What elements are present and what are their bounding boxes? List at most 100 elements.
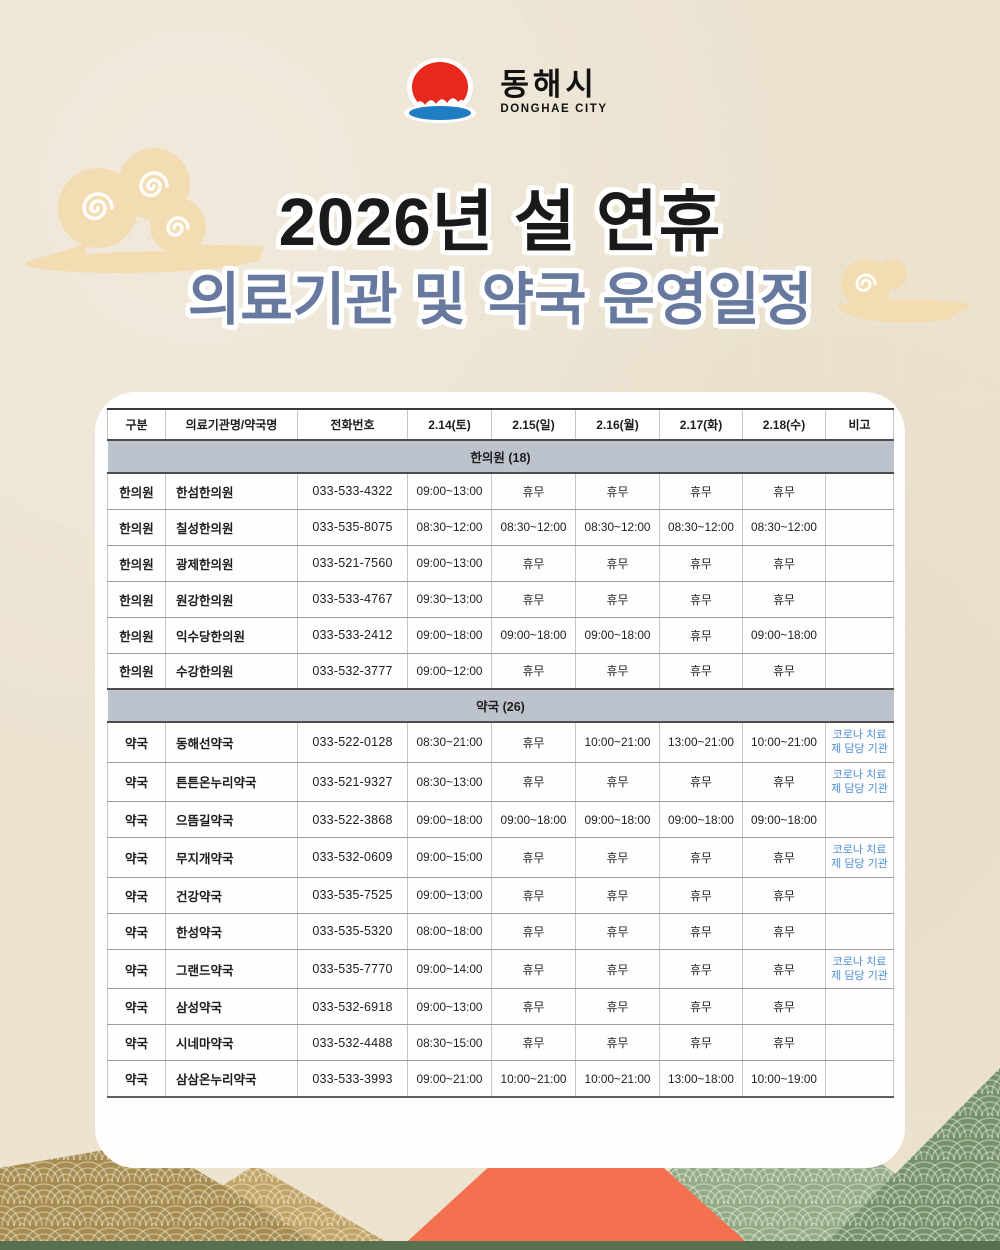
cell-name: 광제한의원 — [165, 544, 298, 582]
cell-name: 익수당한의원 — [165, 616, 298, 654]
table-row: 약국 삼삼온누리약국 033-533-3993 09:00~21:00 10:00~21… — [107, 1060, 894, 1098]
column-header-d15: 2.15(일) — [491, 408, 576, 441]
cell-time: 휴무 — [659, 988, 743, 1026]
cell-note — [825, 988, 894, 1026]
cell-time: 08:30~12:00 — [659, 508, 743, 546]
cell-name: 칠성한의원 — [165, 508, 298, 546]
cell-time: 휴무 — [659, 837, 743, 878]
cell-time: 10:00~21:00 — [575, 1060, 660, 1098]
cell-phone: 033-533-2412 — [297, 616, 408, 654]
cell-name: 삼삼온누리약국 — [165, 1060, 298, 1098]
cell-time: 휴무 — [742, 948, 826, 990]
cell-category: 약국 — [107, 761, 166, 803]
cell-time: 10:00~21:00 — [742, 721, 826, 763]
section-title: 약국 (26) — [107, 688, 894, 723]
cell-category: 한의원 — [107, 508, 166, 546]
cell-phone: 033-533-4322 — [297, 472, 408, 510]
cell-time: 휴무 — [575, 948, 660, 990]
cell-note — [825, 912, 894, 950]
cell-time: 09:00~18:00 — [491, 801, 576, 839]
cell-time: 휴무 — [575, 1024, 660, 1062]
cell-name: 삼성약국 — [165, 988, 298, 1026]
column-header-note: 비고 — [825, 408, 894, 441]
cell-time: 09:00~18:00 — [575, 616, 660, 654]
cell-category: 약국 — [107, 1024, 166, 1062]
cell-note — [825, 801, 894, 839]
cell-time: 휴무 — [491, 721, 576, 763]
column-header-d16: 2.16(월) — [575, 408, 660, 441]
cell-time: 휴무 — [742, 912, 826, 950]
poster-title-line2: 의료기관 및 약국 운영일정 — [187, 268, 813, 332]
cell-time: 휴무 — [742, 837, 826, 878]
cell-category: 약국 — [107, 912, 166, 950]
cell-category: 한의원 — [107, 472, 166, 510]
cell-category: 약국 — [107, 988, 166, 1026]
cell-note: 코로나 치료제 담당 기관 — [825, 721, 894, 763]
table-row: 약국 건강약국 033-535-7525 09:00~13:00 휴무 휴무 휴무 휴무 — [107, 876, 894, 914]
cell-category: 약국 — [107, 721, 166, 763]
table-header-row: 구분 의료기관명/약국명 전화번호 2.14(토) 2.15(일) 2.16(월) 2.17… — [107, 408, 894, 441]
cell-note — [825, 616, 894, 654]
cell-time: 휴무 — [659, 912, 743, 950]
cell-time: 휴무 — [575, 472, 660, 510]
cell-time: 08:30~21:00 — [407, 721, 492, 763]
cell-name: 수강한의원 — [165, 652, 298, 690]
sun-and-sea-logo-icon — [404, 58, 477, 123]
cell-time: 휴무 — [575, 988, 660, 1026]
cell-time: 09:00~13:00 — [407, 988, 492, 1026]
cell-time: 휴무 — [659, 544, 743, 582]
cell-name: 한성약국 — [165, 912, 298, 950]
cell-time: 휴무 — [575, 652, 660, 690]
cell-phone: 033-533-3993 — [297, 1060, 408, 1098]
cell-name: 튼튼온누리약국 — [165, 761, 298, 803]
section-header-row: 약국 (26) — [107, 688, 894, 723]
cell-time: 휴무 — [659, 948, 743, 990]
cell-time: 09:00~15:00 — [407, 837, 492, 878]
cell-time: 08:30~12:00 — [575, 508, 660, 546]
cell-time: 휴무 — [491, 544, 576, 582]
cell-time: 휴무 — [491, 761, 576, 803]
cell-name: 건강약국 — [165, 876, 298, 914]
logo-english-name: DONGHAE CITY — [500, 102, 608, 115]
table-row: 약국 삼성약국 033-532-6918 09:00~13:00 휴무 휴무 휴무 휴무 — [107, 988, 894, 1026]
logo-korean-name: 동해시 — [500, 66, 598, 102]
cell-time: 09:00~13:00 — [407, 472, 492, 510]
cell-name: 한섬한의원 — [165, 472, 298, 510]
cell-time: 휴무 — [575, 837, 660, 878]
cell-time: 휴무 — [742, 1024, 826, 1062]
cell-time: 13:00~21:00 — [659, 721, 743, 763]
table-row: 약국 시네마약국 033-532-4488 08:30~15:00 휴무 휴무 휴무 휴무 — [107, 1024, 894, 1062]
donghae-city-logo: 동해시 DONGHAE CITY — [0, 56, 1000, 128]
cell-name: 무지개약국 — [165, 837, 298, 878]
cell-time: 휴무 — [742, 652, 826, 690]
cell-phone: 033-535-7525 — [297, 876, 408, 914]
table-row: 한의원 원강한의원 033-533-4767 09:30~13:00 휴무 휴무 휴무 휴무 — [107, 580, 894, 618]
cell-note — [825, 580, 894, 618]
table-row: 한의원 칠성한의원 033-535-8075 08:30~12:00 08:30~12:… — [107, 508, 894, 546]
cloud-motif-right — [836, 259, 974, 323]
cell-time: 09:00~18:00 — [742, 616, 826, 654]
cell-time: 휴무 — [491, 837, 576, 878]
cell-category: 약국 — [107, 801, 166, 839]
cell-time: 휴무 — [742, 876, 826, 914]
table-row: 한의원 광제한의원 033-521-7560 09:00~13:00 휴무 휴무 휴무 휴무 — [107, 544, 894, 582]
cell-phone: 033-522-0128 — [297, 721, 408, 763]
table-row: 약국 동해선약국 033-522-0128 08:30~21:00 휴무 10:00~21… — [107, 721, 894, 763]
cell-category: 약국 — [107, 837, 166, 878]
cell-time: 휴무 — [491, 876, 576, 914]
cell-name: 으뜸길약국 — [165, 801, 298, 839]
cell-time: 휴무 — [491, 580, 576, 618]
cell-time: 휴무 — [742, 544, 826, 582]
cell-time: 휴무 — [575, 912, 660, 950]
cell-time: 09:30~13:00 — [407, 580, 492, 618]
cell-time: 휴무 — [659, 1024, 743, 1062]
table-row: 약국 한성약국 033-535-5320 08:00~18:00 휴무 휴무 휴무 휴무 — [107, 912, 894, 950]
cell-time: 휴무 — [491, 912, 576, 950]
cell-time: 휴무 — [491, 1024, 576, 1062]
cell-time: 09:00~13:00 — [407, 876, 492, 914]
cell-note: 코로나 치료제 담당 기관 — [825, 761, 894, 803]
cell-category: 한의원 — [107, 544, 166, 582]
cell-name: 그랜드약국 — [165, 948, 298, 990]
cell-time: 휴무 — [659, 580, 743, 618]
cell-name: 시네마약국 — [165, 1024, 298, 1062]
